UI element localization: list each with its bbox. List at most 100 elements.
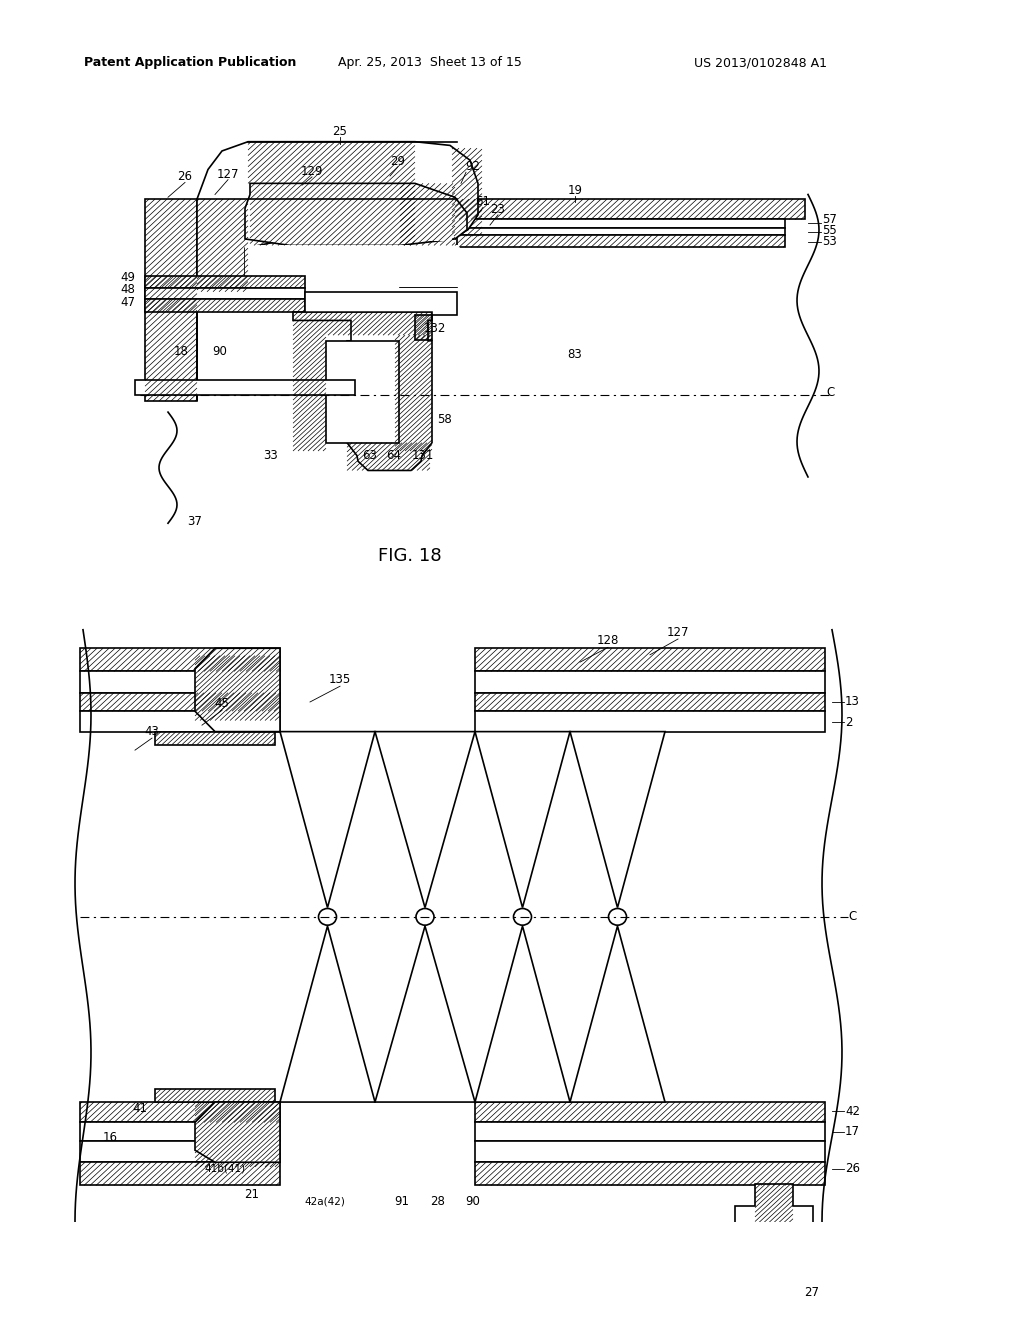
Text: 41b(41): 41b(41) [205,1164,246,1173]
Text: 63: 63 [362,449,378,462]
Bar [475,672,825,693]
Text: 64: 64 [386,449,401,462]
Text: 128: 128 [597,635,620,647]
Text: 43: 43 [144,725,160,738]
Bar [145,288,305,300]
Text: 58: 58 [437,413,453,426]
Text: 83: 83 [567,348,583,362]
Text: FIG. 18: FIG. 18 [378,546,441,565]
Polygon shape [375,731,475,908]
Bar [475,1102,825,1122]
Bar [80,672,280,693]
Bar [415,315,432,339]
Text: 28: 28 [430,1195,445,1208]
Text: 45: 45 [215,697,229,710]
Bar [402,199,452,240]
Text: 47: 47 [120,296,135,309]
Text: 132: 132 [424,322,446,335]
Text: 23: 23 [490,203,506,215]
Text: 16: 16 [102,1131,118,1143]
Text: 25: 25 [333,125,347,139]
Bar [80,1162,280,1185]
Text: 90: 90 [213,346,227,359]
Text: 127: 127 [217,168,240,181]
Text: 55: 55 [822,224,837,238]
Text: US 2013/0102848 A1: US 2013/0102848 A1 [693,57,826,70]
Bar [155,1089,275,1102]
Bar [475,711,825,731]
Polygon shape [245,183,467,246]
Polygon shape [197,141,478,401]
Text: 33: 33 [263,449,279,462]
Text: 18: 18 [173,346,188,359]
Circle shape [513,908,531,925]
Bar [305,292,457,315]
Bar [145,300,305,312]
Text: 92: 92 [466,160,480,173]
Polygon shape [570,927,665,1102]
Text: 37: 37 [187,515,203,528]
Text: 26: 26 [845,1162,860,1175]
Text: 2: 2 [845,715,853,729]
Bar [455,219,785,228]
Bar [326,341,399,442]
Polygon shape [195,1102,280,1162]
Bar [475,1162,825,1185]
Polygon shape [280,927,375,1102]
Text: 131: 131 [412,449,434,462]
Text: 42: 42 [845,1105,860,1118]
Text: 135: 135 [329,673,351,686]
Polygon shape [735,1184,813,1262]
Bar [475,648,825,672]
Bar [455,199,805,219]
Text: 27: 27 [805,1286,819,1299]
Text: 42a(42): 42a(42) [304,1196,345,1206]
Text: 90: 90 [466,1195,480,1208]
Text: 49: 49 [120,272,135,284]
Bar [475,693,825,711]
Text: 13: 13 [845,696,860,709]
Polygon shape [475,731,570,908]
Circle shape [416,908,434,925]
Text: 48: 48 [120,284,135,297]
Text: 21: 21 [245,1188,259,1201]
Bar [80,1102,280,1122]
Bar [155,731,275,744]
Bar [80,1122,280,1140]
Polygon shape [375,927,475,1102]
Text: 29: 29 [390,154,406,168]
Bar [268,197,398,236]
Text: 17: 17 [845,1125,860,1138]
Bar [80,648,280,672]
Text: C: C [826,387,835,399]
Text: 91: 91 [394,1195,410,1208]
Polygon shape [293,312,432,470]
Bar [145,199,197,401]
Bar [80,1140,280,1162]
Bar [475,1122,825,1140]
Circle shape [318,908,337,925]
Bar [135,380,355,396]
Text: 53: 53 [822,235,837,248]
Text: 57: 57 [822,213,837,226]
Text: 61: 61 [475,195,490,209]
Bar [455,235,785,247]
Bar [245,246,460,286]
Bar [80,711,280,731]
Text: 41: 41 [132,1102,147,1115]
Text: Patent Application Publication: Patent Application Publication [84,57,296,70]
Polygon shape [475,927,570,1102]
Circle shape [752,1262,796,1302]
Circle shape [608,908,627,925]
Bar [475,1140,825,1162]
Bar [455,228,785,235]
Polygon shape [195,648,280,731]
Text: Apr. 25, 2013  Sheet 13 of 15: Apr. 25, 2013 Sheet 13 of 15 [338,57,522,70]
Text: 19: 19 [567,185,583,197]
Polygon shape [570,731,665,908]
Text: 26: 26 [177,170,193,183]
Text: C: C [848,911,856,923]
Bar [80,693,280,711]
Text: 129: 129 [301,165,324,178]
Bar [145,276,305,288]
